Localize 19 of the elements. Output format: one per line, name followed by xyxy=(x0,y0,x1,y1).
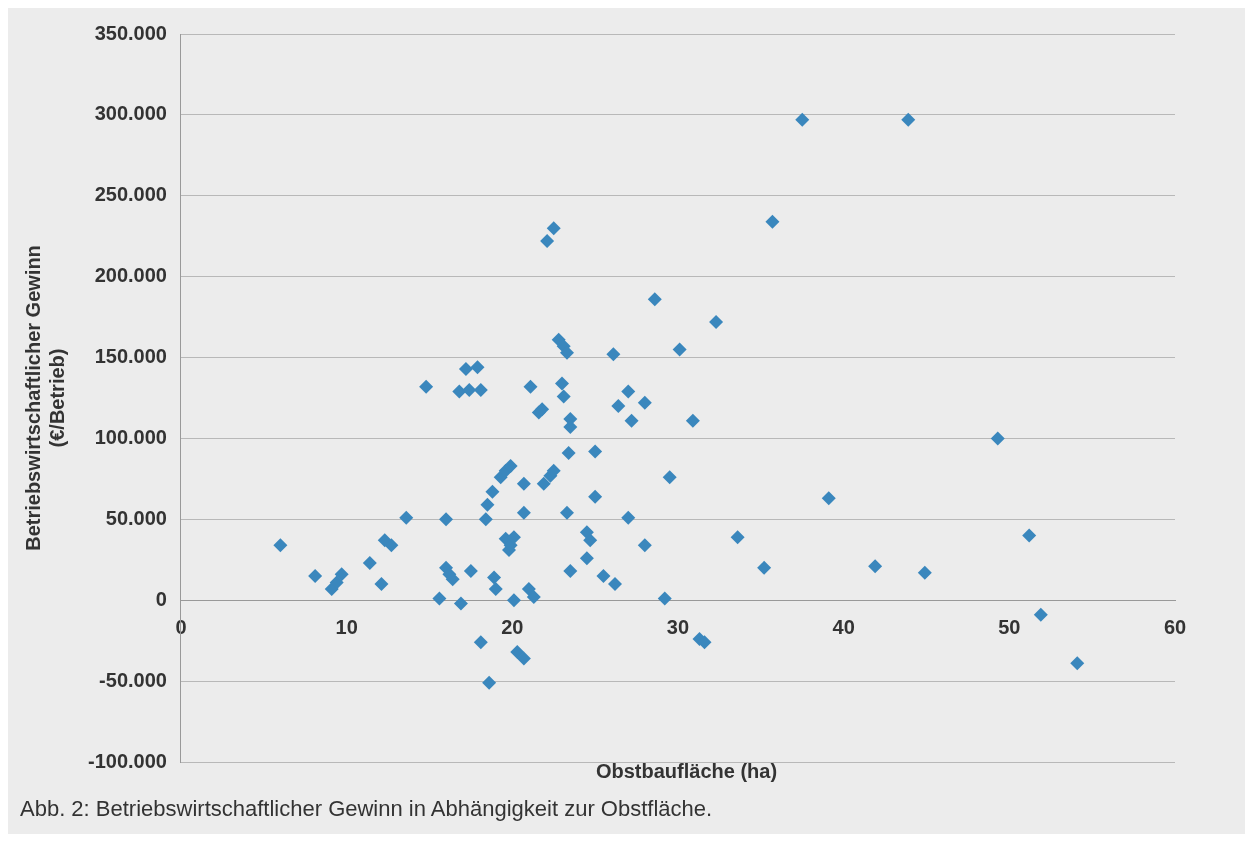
caption: Abb. 2: Betriebswirtschaftlicher Gewinn in Abhängigkeit zur Obstfläche. xyxy=(19,795,714,823)
y-tick-label: -50.000 xyxy=(99,668,167,691)
x-tick-label: 50 xyxy=(998,615,1021,638)
y-tick-label: 200.000 xyxy=(94,264,167,287)
y-tick-label: 300.000 xyxy=(94,102,167,125)
y-tick-label: 100.000 xyxy=(94,425,167,448)
y-tick-label: 150.000 xyxy=(94,345,167,368)
y-tick-label: 350.000 xyxy=(94,21,167,44)
x-tick-label: 60 xyxy=(1163,615,1187,638)
x-tick-label: 30 xyxy=(666,615,690,638)
y-tick-label: 50.000 xyxy=(105,506,167,529)
x-tick-label: 40 xyxy=(832,615,855,638)
y-tick-label: 0 xyxy=(155,587,167,610)
y-tick-label: 250.000 xyxy=(94,183,167,206)
x-axis-title: Obstbaufläche (ha) xyxy=(595,760,778,782)
y-axis-title: Betriebswirtschaftlicher Gewinn (€/Betrieb) xyxy=(21,245,68,551)
x-tick-label: 20 xyxy=(501,615,524,638)
x-tick-label: 10 xyxy=(335,615,358,638)
y-tick-label: -100.000 xyxy=(87,749,167,772)
